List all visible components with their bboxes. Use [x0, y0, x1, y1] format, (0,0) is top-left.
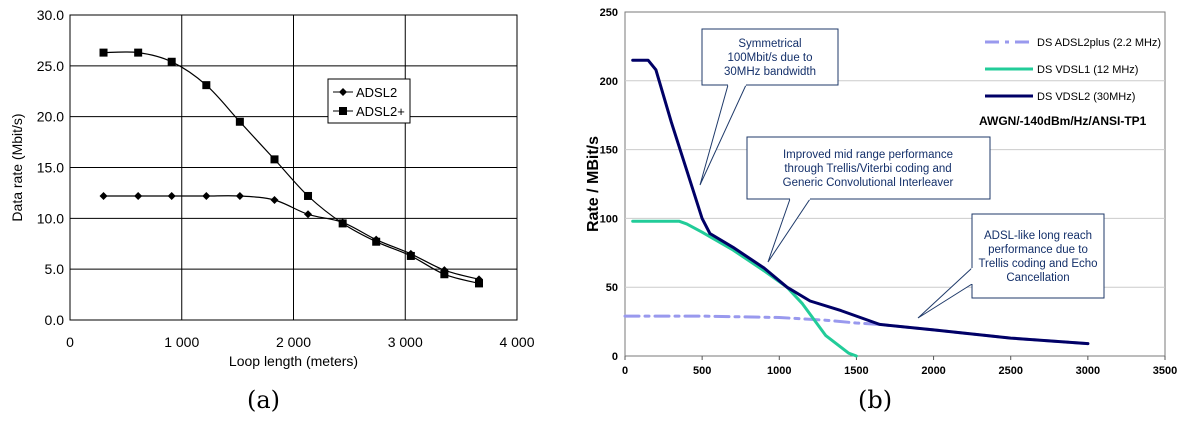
x-tick-label: 0: [66, 334, 74, 350]
point-marker-square: [134, 48, 143, 57]
point-marker-square: [440, 270, 449, 279]
callout-text: Trellis coding and Echo: [978, 258, 1097, 270]
y-tick-label: 20.0: [37, 109, 64, 125]
x-tick-label: 0: [622, 365, 628, 377]
y-tick-label: 150: [600, 145, 618, 157]
series-line-1: [631, 219, 858, 358]
point-marker-diamond: [304, 210, 313, 219]
callout-box: [746, 136, 991, 200]
legend-label: DS VDSL2 (30MHz): [1037, 91, 1135, 103]
point-marker-diamond: [235, 191, 244, 200]
condition-label: AWGN/-140dBm/Hz/ANSI-TP1: [979, 114, 1147, 128]
callout-text: through Trellis/Viterbi coding and: [784, 163, 951, 175]
legend-label: DS ADSL2plus (2.2 MHz): [1037, 37, 1161, 49]
point-marker-square: [235, 117, 244, 126]
x-tick-label: 500: [693, 365, 711, 377]
point-marker-diamond: [270, 196, 279, 205]
callout-text: Generic Convolutional Interleaver: [783, 177, 954, 189]
point-marker-square: [475, 279, 484, 288]
x-axis-label: Loop length (meters): [229, 353, 358, 369]
y-tick-label: 25.0: [37, 58, 64, 74]
point-marker-diamond: [134, 191, 143, 200]
y-axis-label: Rate / MBit/s: [585, 136, 602, 232]
y-tick-label: 250: [600, 7, 618, 19]
plot-area: [69, 14, 518, 321]
y-tick-label: 50: [606, 282, 618, 294]
callout-text: Cancellation: [1006, 272, 1069, 284]
y-axis-label: Data rate (Mbit/s): [9, 113, 25, 221]
callout-text: 100Mbit/s due to: [727, 52, 812, 64]
point-marker-square: [304, 191, 313, 200]
point-marker-square: [270, 155, 279, 164]
point-marker-diamond: [99, 191, 108, 200]
callout-box: [971, 213, 1105, 299]
callout-text: Symmetrical: [738, 38, 801, 50]
x-tick-label: 3500: [1153, 365, 1177, 377]
x-tick-label: 1000: [767, 365, 791, 377]
chart-a: 0.0 5.0 10.0 15.0 20.0 25.0 30.0 0 1 000 2 000 3 0…: [9, 7, 535, 369]
panel-label-b: (b): [858, 386, 893, 414]
legend-swatch-marker: [339, 88, 347, 96]
x-tick-label: 2 000: [276, 334, 311, 350]
series-line-0: [103, 195, 480, 280]
x-tick-label: 1 000: [164, 334, 199, 350]
x-tick-label: 2000: [921, 365, 945, 377]
point-marker-square: [99, 48, 108, 57]
y-tick-label: 5.0: [45, 261, 65, 277]
callout-text: performance due to: [988, 244, 1088, 256]
x-tick-label: 1500: [844, 365, 868, 377]
x-tick-label: 4 000: [499, 334, 534, 350]
callout-text: Improved mid range performance: [783, 149, 953, 161]
point-marker-square: [338, 219, 347, 228]
callout-text: ADSL-like long reach: [984, 230, 1092, 242]
point-marker-square: [167, 57, 176, 66]
x-tick-label: 3 000: [388, 334, 423, 350]
y-tick-label: 0: [612, 351, 618, 363]
series-line-2: [631, 58, 1090, 346]
legend-label: DS VDSL1 (12 MHz): [1037, 64, 1138, 76]
y-tick-label: 0.0: [45, 312, 65, 328]
point-marker-diamond: [202, 191, 211, 200]
callout-text: 30MHz bandwidth: [724, 66, 816, 78]
y-tick-label: 200: [600, 76, 618, 88]
y-tick-label: 100: [600, 213, 618, 225]
legend-label: ADSL2+: [356, 104, 405, 119]
x-tick-label: 2500: [998, 365, 1022, 377]
point-marker-square: [406, 251, 415, 260]
legend-label: ADSL2: [356, 85, 397, 100]
y-tick-label: 15.0: [37, 160, 64, 176]
x-tick-label: 3000: [1076, 365, 1100, 377]
legend-swatch-marker: [339, 107, 347, 115]
y-tick-label: 30.0: [37, 7, 64, 23]
point-marker-square: [372, 237, 381, 246]
panel-label-a: (a): [247, 386, 281, 414]
legend-box: [327, 78, 411, 124]
point-marker-diamond: [167, 191, 176, 200]
y-tick-label: 10.0: [37, 210, 64, 226]
callout-box: [701, 28, 839, 86]
point-marker-square: [202, 81, 211, 90]
